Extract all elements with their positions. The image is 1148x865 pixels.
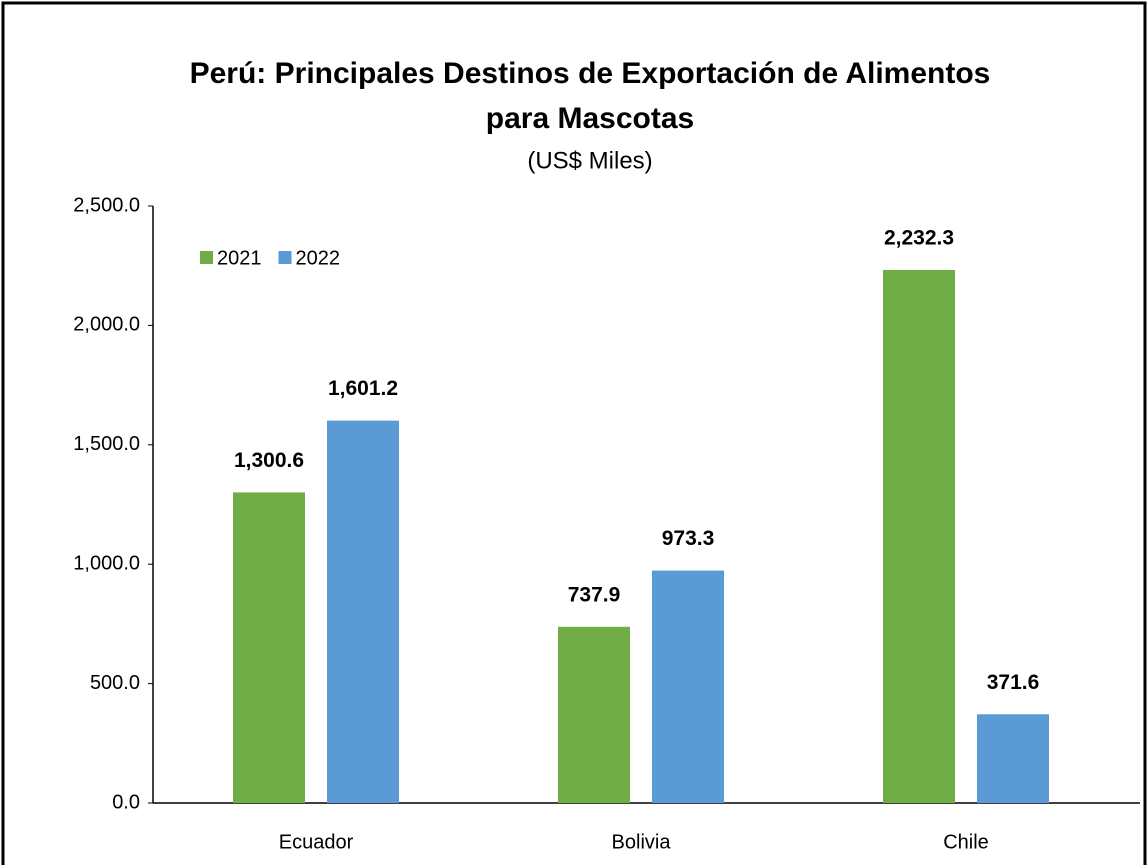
legend-label: 2021 (217, 247, 262, 269)
x-tick-label: Bolivia (612, 831, 672, 853)
legend-label: 2022 (296, 247, 341, 269)
y-tick-label: 1,500.0 (73, 433, 140, 455)
value-label: 1,300.6 (234, 449, 304, 472)
bar (558, 626, 630, 803)
y-tick-label: 2,500.0 (73, 194, 140, 216)
bar (883, 269, 955, 803)
value-label: 371.6 (987, 671, 1040, 694)
y-tick-label: 2,000.0 (73, 314, 140, 336)
y-tick-label: 0.0 (112, 791, 140, 813)
bar (327, 420, 399, 803)
chart-title: para Mascotas (486, 102, 694, 135)
value-label: 1,601.2 (328, 377, 398, 400)
chart-title: Perú: Principales Destinos de Exportació… (190, 57, 991, 90)
bar (652, 570, 724, 803)
x-tick-label: Chile (943, 831, 989, 853)
bar (233, 492, 305, 803)
value-label: 2,232.3 (884, 226, 954, 249)
legend-swatch (200, 251, 213, 264)
y-tick-label: 500.0 (90, 672, 140, 694)
y-tick-label: 1,000.0 (73, 552, 140, 574)
chart-subtitle: (US$ Miles) (527, 147, 652, 174)
bar (977, 714, 1049, 803)
value-label: 973.3 (662, 527, 715, 550)
legend-swatch (278, 251, 292, 264)
x-tick-label: Ecuador (279, 831, 354, 853)
value-label: 737.9 (568, 583, 621, 606)
